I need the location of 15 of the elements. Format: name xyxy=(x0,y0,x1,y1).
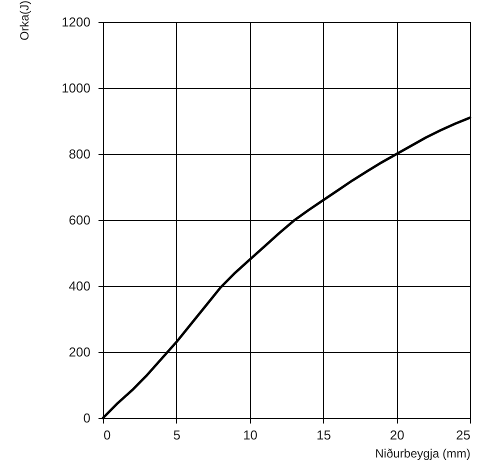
x-tick-label: 25 xyxy=(456,428,470,442)
x-tick-label: 0 xyxy=(104,428,111,442)
y-tick-label: 600 xyxy=(68,212,90,228)
x-tick-label: 20 xyxy=(390,428,404,442)
x-tick-label: 5 xyxy=(173,428,181,442)
x-tick-label: 10 xyxy=(243,428,258,442)
x-axis-title: Niðurbeygja (mm) xyxy=(375,446,470,460)
y-tick-label: 200 xyxy=(68,344,90,360)
y-tick-label: 0 xyxy=(83,410,90,426)
x-tick-label: 15 xyxy=(316,428,331,442)
y-axis-title: Orka(J) xyxy=(18,0,32,40)
y-tick-label: 800 xyxy=(68,146,90,162)
y-tick-label: 1200 xyxy=(62,14,90,30)
y-tick-label: 400 xyxy=(68,278,90,294)
y-tick-label: 1000 xyxy=(62,80,90,96)
